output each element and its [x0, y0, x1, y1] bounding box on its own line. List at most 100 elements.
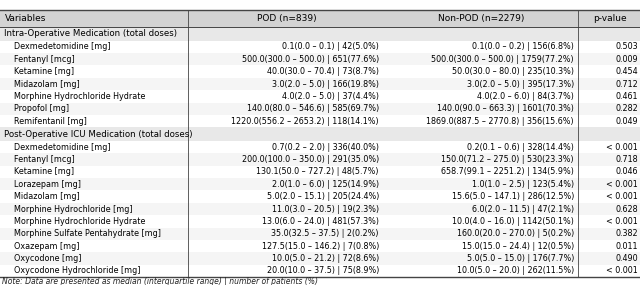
Bar: [0, 103, 640, 115]
Text: 0.628: 0.628: [616, 205, 638, 213]
Text: 2.0(1.0 – 6.0) | 125(14.9%): 2.0(1.0 – 6.0) | 125(14.9%): [272, 180, 379, 189]
Text: Dexmedetomidine [mg]: Dexmedetomidine [mg]: [4, 143, 111, 152]
Text: 0.382: 0.382: [616, 229, 638, 238]
Text: 500.0(300.0 – 500.0) | 1759(77.2%): 500.0(300.0 – 500.0) | 1759(77.2%): [431, 55, 574, 64]
Text: 658.7(99.1 – 2251.2) | 134(5.9%): 658.7(99.1 – 2251.2) | 134(5.9%): [441, 167, 574, 176]
Text: Remifentanil [mg]: Remifentanil [mg]: [4, 117, 87, 126]
Text: 1869.0(887.5 – 2770.8) | 356(15.6%): 1869.0(887.5 – 2770.8) | 356(15.6%): [426, 117, 574, 126]
Text: 10.0(5.0 – 20.0) | 262(11.5%): 10.0(5.0 – 20.0) | 262(11.5%): [457, 266, 574, 275]
Text: 15.6(5.0 – 147.1) | 286(12.5%): 15.6(5.0 – 147.1) | 286(12.5%): [452, 192, 574, 201]
Bar: [0, 166, 640, 178]
Text: 10.0(5.0 – 21.2) | 72(8.6%): 10.0(5.0 – 21.2) | 72(8.6%): [271, 254, 379, 263]
Text: 500.0(300.0 – 500.0) | 651(77.6%): 500.0(300.0 – 500.0) | 651(77.6%): [242, 55, 379, 64]
Text: 6.0(2.0 – 11.5) | 47(2.1%): 6.0(2.0 – 11.5) | 47(2.1%): [472, 205, 574, 213]
Text: 0.461: 0.461: [616, 92, 638, 101]
Text: 13.0(6.0 – 24.0) | 481(57.3%): 13.0(6.0 – 24.0) | 481(57.3%): [262, 217, 379, 226]
Bar: [0, 41, 640, 53]
Text: 10.0(4.0 – 16.0) | 1142(50.1%): 10.0(4.0 – 16.0) | 1142(50.1%): [452, 217, 574, 226]
Text: Oxycodone Hydrochloride [mg]: Oxycodone Hydrochloride [mg]: [4, 266, 141, 275]
Text: 0.282: 0.282: [615, 104, 638, 113]
Text: 3.0(2.0 – 5.0) | 166(19.8%): 3.0(2.0 – 5.0) | 166(19.8%): [272, 80, 379, 89]
Text: Morphine Hydrochloride Hydrate: Morphine Hydrochloride Hydrate: [4, 217, 146, 226]
Bar: [0, 265, 640, 277]
Text: 0.2(0.1 – 0.6) | 328(14.4%): 0.2(0.1 – 0.6) | 328(14.4%): [467, 143, 574, 152]
Text: 4.0(2.0 – 6.0) | 84(3.7%): 4.0(2.0 – 6.0) | 84(3.7%): [477, 92, 574, 101]
Bar: [0, 127, 640, 141]
Bar: [0, 78, 640, 90]
Text: Dexmedetomidine [mg]: Dexmedetomidine [mg]: [4, 42, 111, 51]
Text: < 0.001: < 0.001: [606, 192, 638, 201]
Text: 0.454: 0.454: [616, 67, 638, 76]
Text: 140.0(90.0 – 663.3) | 1601(70.3%): 140.0(90.0 – 663.3) | 1601(70.3%): [437, 104, 574, 113]
Text: Midazolam [mg]: Midazolam [mg]: [4, 80, 80, 89]
Text: Morphine Hydrochloride Hydrate: Morphine Hydrochloride Hydrate: [4, 92, 146, 101]
Text: Ketamine [mg]: Ketamine [mg]: [4, 167, 75, 176]
Bar: [0, 190, 640, 203]
Bar: [0, 66, 640, 78]
Text: 0.503: 0.503: [616, 42, 638, 51]
Text: Post-Operative ICU Medication (total doses): Post-Operative ICU Medication (total dos…: [4, 130, 193, 139]
Text: Intra-Operative Medication (total doses): Intra-Operative Medication (total doses): [4, 29, 177, 38]
Text: 15.0(15.0 – 24.4) | 12(0.5%): 15.0(15.0 – 24.4) | 12(0.5%): [462, 242, 574, 251]
Text: Ketamine [mg]: Ketamine [mg]: [4, 67, 75, 76]
Text: 0.712: 0.712: [615, 80, 638, 89]
Bar: [0, 141, 640, 153]
Text: POD (n=839): POD (n=839): [257, 14, 316, 23]
Text: Morphine Sulfate Pentahydrate [mg]: Morphine Sulfate Pentahydrate [mg]: [4, 229, 161, 238]
Bar: [0, 240, 640, 252]
Text: 160.0(20.0 – 270.0) | 5(0.2%): 160.0(20.0 – 270.0) | 5(0.2%): [457, 229, 574, 238]
Text: 50.0(30.0 – 80.0) | 235(10.3%): 50.0(30.0 – 80.0) | 235(10.3%): [452, 67, 574, 76]
Text: 11.0(3.0 – 20.5) | 19(2.3%): 11.0(3.0 – 20.5) | 19(2.3%): [272, 205, 379, 213]
Text: 0.1(0.0 – 0.1) | 42(5.0%): 0.1(0.0 – 0.1) | 42(5.0%): [282, 42, 379, 51]
Text: < 0.001: < 0.001: [606, 143, 638, 152]
Text: Morphine Hydrochloride [mg]: Morphine Hydrochloride [mg]: [4, 205, 133, 213]
Text: 200.0(100.0 – 350.0) | 291(35.0%): 200.0(100.0 – 350.0) | 291(35.0%): [242, 155, 379, 164]
Text: 0.009: 0.009: [616, 55, 638, 64]
Bar: [0, 10, 640, 27]
Text: 4.0(2.0 – 5.0) | 37(4.4%): 4.0(2.0 – 5.0) | 37(4.4%): [282, 92, 379, 101]
Text: < 0.001: < 0.001: [606, 266, 638, 275]
Text: 127.5(15.0 – 146.2) | 7(0.8%): 127.5(15.0 – 146.2) | 7(0.8%): [262, 242, 379, 251]
Text: 1220.0(556.2 – 2653.2) | 118(14.1%): 1220.0(556.2 – 2653.2) | 118(14.1%): [231, 117, 379, 126]
Text: Fentanyl [mcg]: Fentanyl [mcg]: [4, 55, 76, 64]
Text: 130.1(50.0 – 727.2) | 48(5.7%): 130.1(50.0 – 727.2) | 48(5.7%): [257, 167, 379, 176]
Text: 20.0(10.0 – 37.5) | 75(8.9%): 20.0(10.0 – 37.5) | 75(8.9%): [266, 266, 379, 275]
Text: < 0.001: < 0.001: [606, 217, 638, 226]
Text: Fentanyl [mcg]: Fentanyl [mcg]: [4, 155, 76, 164]
Text: 0.1(0.0 – 0.2) | 156(6.8%): 0.1(0.0 – 0.2) | 156(6.8%): [472, 42, 574, 51]
Text: 0.049: 0.049: [616, 117, 638, 126]
Text: Midazolam [mg]: Midazolam [mg]: [4, 192, 80, 201]
Text: 140.0(80.0 – 546.6) | 585(69.7%): 140.0(80.0 – 546.6) | 585(69.7%): [246, 104, 379, 113]
Text: Note: Data are presented as median (interquartile range) | number of patients (%: Note: Data are presented as median (inte…: [2, 277, 318, 285]
Bar: [0, 53, 640, 66]
Text: p-value: p-value: [593, 14, 627, 23]
Text: Propofol [mg]: Propofol [mg]: [4, 104, 70, 113]
Text: Oxazepam [mg]: Oxazepam [mg]: [4, 242, 80, 251]
Bar: [0, 90, 640, 103]
Text: 0.490: 0.490: [616, 254, 638, 263]
Text: 3.0(2.0 – 5.0) | 395(17.3%): 3.0(2.0 – 5.0) | 395(17.3%): [467, 80, 574, 89]
Text: Oxycodone [mg]: Oxycodone [mg]: [4, 254, 82, 263]
Bar: [0, 252, 640, 265]
Bar: [0, 153, 640, 166]
Text: 0.011: 0.011: [616, 242, 638, 251]
Text: Variables: Variables: [4, 14, 46, 23]
Text: 150.0(71.2 – 275.0) | 530(23.3%): 150.0(71.2 – 275.0) | 530(23.3%): [442, 155, 574, 164]
Text: 40.0(30.0 – 70.4) | 73(8.7%): 40.0(30.0 – 70.4) | 73(8.7%): [267, 67, 379, 76]
Bar: [0, 203, 640, 215]
Bar: [0, 227, 640, 240]
Bar: [0, 115, 640, 127]
Bar: [0, 215, 640, 227]
Text: 5.0(5.0 – 15.0) | 176(7.7%): 5.0(5.0 – 15.0) | 176(7.7%): [467, 254, 574, 263]
Bar: [0, 178, 640, 190]
Text: 0.7(0.2 – 2.0) | 336(40.0%): 0.7(0.2 – 2.0) | 336(40.0%): [272, 143, 379, 152]
Text: 0.046: 0.046: [616, 167, 638, 176]
Text: 5.0(2.0 – 15.1) | 205(24.4%): 5.0(2.0 – 15.1) | 205(24.4%): [266, 192, 379, 201]
Bar: [0, 27, 640, 41]
Text: Non-POD (n=2279): Non-POD (n=2279): [438, 14, 525, 23]
Text: 0.718: 0.718: [616, 155, 638, 164]
Text: Lorazepam [mg]: Lorazepam [mg]: [4, 180, 81, 189]
Text: < 0.001: < 0.001: [606, 180, 638, 189]
Text: 1.0(1.0 – 2.5) | 123(5.4%): 1.0(1.0 – 2.5) | 123(5.4%): [472, 180, 574, 189]
Text: 35.0(32.5 – 37.5) | 2(0.2%): 35.0(32.5 – 37.5) | 2(0.2%): [271, 229, 379, 238]
